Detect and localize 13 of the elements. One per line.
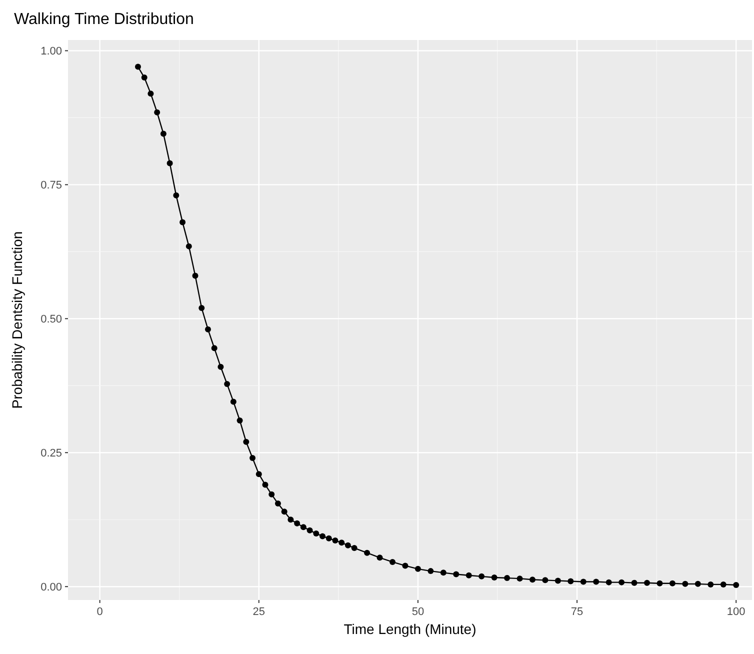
x-tick-label: 100 [726, 606, 746, 618]
y-tick-label: 0.75 [40, 180, 62, 192]
y-axis-title: Probability Dentsity Function [9, 231, 25, 409]
y-tick-label: 0.50 [40, 314, 62, 326]
y-tick-label: 0.00 [40, 582, 62, 594]
x-tick-label: 75 [570, 606, 584, 618]
x-tick-label: 25 [252, 606, 266, 618]
y-tick-label: 1.00 [40, 46, 62, 58]
chart-title: Walking Time Distribution [14, 11, 194, 28]
x-axis-title: Time Length (Minute) [344, 621, 476, 637]
x-tick-label: 0 [96, 606, 103, 618]
x-tick-label: 50 [412, 606, 424, 618]
y-tick-label: 0.25 [40, 448, 62, 460]
